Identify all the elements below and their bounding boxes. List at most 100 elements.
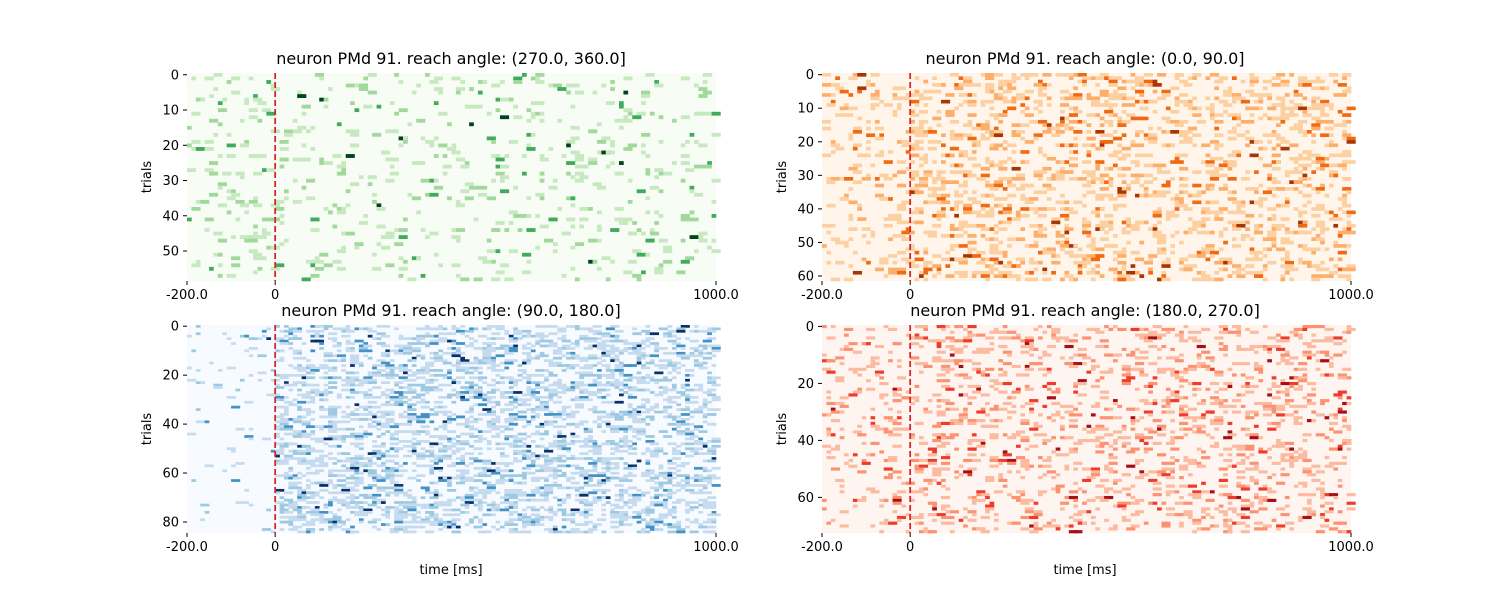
heatmap-cell — [416, 457, 426, 460]
heatmap-cell — [319, 408, 329, 411]
heatmap-cell — [1342, 113, 1352, 117]
heatmap-cell — [530, 395, 536, 399]
heatmap-cell — [596, 361, 602, 365]
heatmap-cell — [345, 129, 351, 134]
heatmap-cell — [438, 143, 448, 148]
heatmap-cell — [707, 327, 712, 331]
heatmap-cell — [407, 501, 417, 504]
heatmap-cell — [557, 486, 567, 490]
heatmap-cell — [354, 371, 360, 375]
heatmap-cell — [328, 369, 338, 372]
heatmap-cell — [1342, 76, 1347, 80]
heatmap-cell — [1293, 89, 1299, 94]
heatmap-cell — [279, 425, 285, 429]
heatmap-cell — [693, 442, 704, 446]
heatmap-cell — [354, 496, 360, 500]
heatmap-cell — [477, 506, 483, 509]
heatmap-cell — [372, 493, 382, 497]
heatmap-cell — [649, 452, 659, 455]
heatmap-cell — [914, 146, 924, 151]
heatmap-cell — [1134, 270, 1140, 275]
heatmap-cell — [1161, 250, 1167, 255]
heatmap-cell — [707, 469, 712, 473]
heatmap-cell — [222, 97, 227, 102]
heatmap-cell — [341, 231, 346, 236]
heatmap-cell — [522, 442, 527, 446]
heatmap-cell — [1249, 187, 1259, 191]
heatmap-cell — [866, 173, 871, 178]
heatmap-cell — [341, 420, 351, 424]
heatmap-cell — [376, 420, 382, 424]
heatmap-cell — [566, 143, 571, 148]
heatmap-cell — [394, 366, 399, 370]
heatmap-cell — [213, 252, 219, 257]
heatmap-cell — [711, 510, 717, 514]
heatmap-cell — [641, 270, 646, 275]
heatmap-cell — [1068, 177, 1078, 181]
heatmap-cell — [552, 349, 563, 353]
heatmap-cell — [636, 252, 646, 257]
heatmap-cell — [1315, 187, 1325, 191]
heatmap-cell — [548, 83, 554, 88]
heatmap-cell — [658, 481, 668, 485]
heatmap-cell — [1011, 160, 1017, 164]
heatmap-cell — [270, 266, 280, 271]
heatmap-cell — [689, 415, 695, 419]
heatmap-cell — [579, 510, 585, 514]
heatmap-cell — [619, 349, 629, 353]
heatmap-cell — [447, 122, 452, 127]
heatmap-cell — [936, 210, 942, 215]
heatmap-cell — [905, 227, 911, 231]
heatmap-cell — [526, 393, 532, 397]
heatmap-cell — [702, 452, 708, 455]
heatmap-cell — [1223, 183, 1228, 188]
heatmap-cell — [464, 104, 474, 109]
heatmap-cell — [689, 132, 695, 137]
heatmap-cell — [403, 391, 413, 394]
heatmap-cell — [1090, 257, 1101, 262]
heatmap-cell — [429, 143, 435, 148]
heatmap-cell — [332, 486, 338, 490]
heatmap-cell — [1082, 260, 1092, 265]
heatmap-cell — [530, 393, 536, 397]
heatmap-cell — [385, 410, 395, 414]
heatmap-cell — [570, 364, 580, 367]
heatmap-cell — [372, 252, 377, 257]
heatmap-cell — [385, 366, 395, 370]
heatmap-cell — [1121, 153, 1131, 158]
heatmap-cell — [667, 474, 673, 478]
heatmap-cell — [283, 376, 289, 380]
heatmap-cell — [328, 457, 338, 460]
heatmap-cell — [592, 488, 602, 492]
heatmap-cell — [1157, 240, 1162, 245]
heatmap-cell — [570, 508, 580, 512]
heatmap-cell — [345, 189, 351, 194]
heatmap-cell — [1346, 213, 1352, 218]
heatmap-cell — [1117, 156, 1123, 161]
heatmap-cell — [477, 90, 483, 95]
heatmap-cell — [332, 427, 338, 431]
heatmap-cell — [455, 395, 461, 399]
heatmap-cell — [680, 217, 690, 222]
heatmap-cell — [658, 139, 664, 144]
heatmap-cell — [605, 373, 615, 377]
heatmap-cell — [319, 157, 324, 162]
heatmap-cell — [1139, 193, 1145, 198]
heatmap-cell — [619, 491, 629, 495]
heatmap-cell — [1298, 153, 1303, 158]
heatmap-cell — [879, 260, 889, 265]
heatmap-cell — [680, 364, 686, 367]
heatmap-cell — [1082, 220, 1092, 225]
heatmap-cell — [1249, 119, 1255, 124]
heatmap-cell — [1258, 203, 1264, 208]
heatmap-cell — [376, 457, 382, 460]
heatmap-cell — [702, 444, 708, 448]
heatmap-cell — [354, 108, 360, 113]
heatmap-cell — [354, 339, 364, 343]
heatmap-cell — [398, 266, 408, 271]
heatmap-cell — [398, 347, 404, 350]
heatmap-cell — [1033, 133, 1043, 138]
heatmap-cell — [354, 469, 360, 473]
heatmap-cell — [623, 501, 629, 504]
heatmap-cell — [605, 369, 611, 372]
